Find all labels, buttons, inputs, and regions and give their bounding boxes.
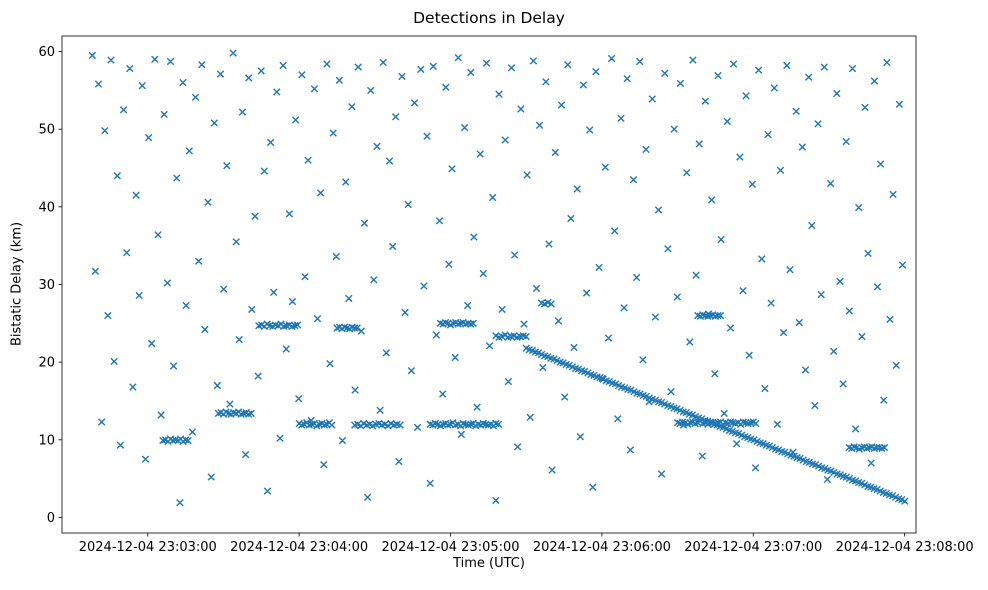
x-tick-label: 2024-12-04 23:04:00 xyxy=(230,540,368,555)
series-band-12km-a xyxy=(295,419,336,430)
series-band-25km-b xyxy=(333,323,361,333)
series-band-9km-a xyxy=(845,443,889,453)
series-band-25km-a xyxy=(255,320,302,331)
series-band-10km-a xyxy=(159,435,192,446)
x-axis-label: Time (UTC) xyxy=(453,556,525,571)
y-tick-label: 50 xyxy=(38,123,55,138)
x-tick-label: 2024-12-04 23:08:00 xyxy=(836,540,974,555)
series-clutter xyxy=(88,49,907,507)
x-tick-label: 2024-12-04 23:05:00 xyxy=(381,540,519,555)
chart-title: Detections in Delay xyxy=(413,9,565,27)
y-tick-label: 10 xyxy=(38,433,55,448)
series-track-descending xyxy=(522,344,909,505)
x-tick-label: 2024-12-04 23:03:00 xyxy=(79,540,217,555)
y-tick-label: 0 xyxy=(47,511,55,526)
y-tick-label: 30 xyxy=(38,278,55,293)
x-tick-label: 2024-12-04 23:07:00 xyxy=(684,540,822,555)
series-band-23km-a xyxy=(492,331,530,341)
series-band-12km-c xyxy=(426,419,503,430)
series-band-12km-b xyxy=(351,419,404,430)
y-axis-label: Bistatic Delay (km) xyxy=(9,221,25,347)
series-band-13km-a xyxy=(214,408,255,418)
y-tick-label: 60 xyxy=(38,45,55,60)
series-band-26km-a xyxy=(694,311,725,320)
series-band-27km-a xyxy=(537,298,555,308)
y-tick-label: 20 xyxy=(38,356,55,371)
x-tick-label: 2024-12-04 23:06:00 xyxy=(533,540,671,555)
series-band-25km-c xyxy=(436,318,477,329)
y-tick-label: 40 xyxy=(38,200,55,215)
